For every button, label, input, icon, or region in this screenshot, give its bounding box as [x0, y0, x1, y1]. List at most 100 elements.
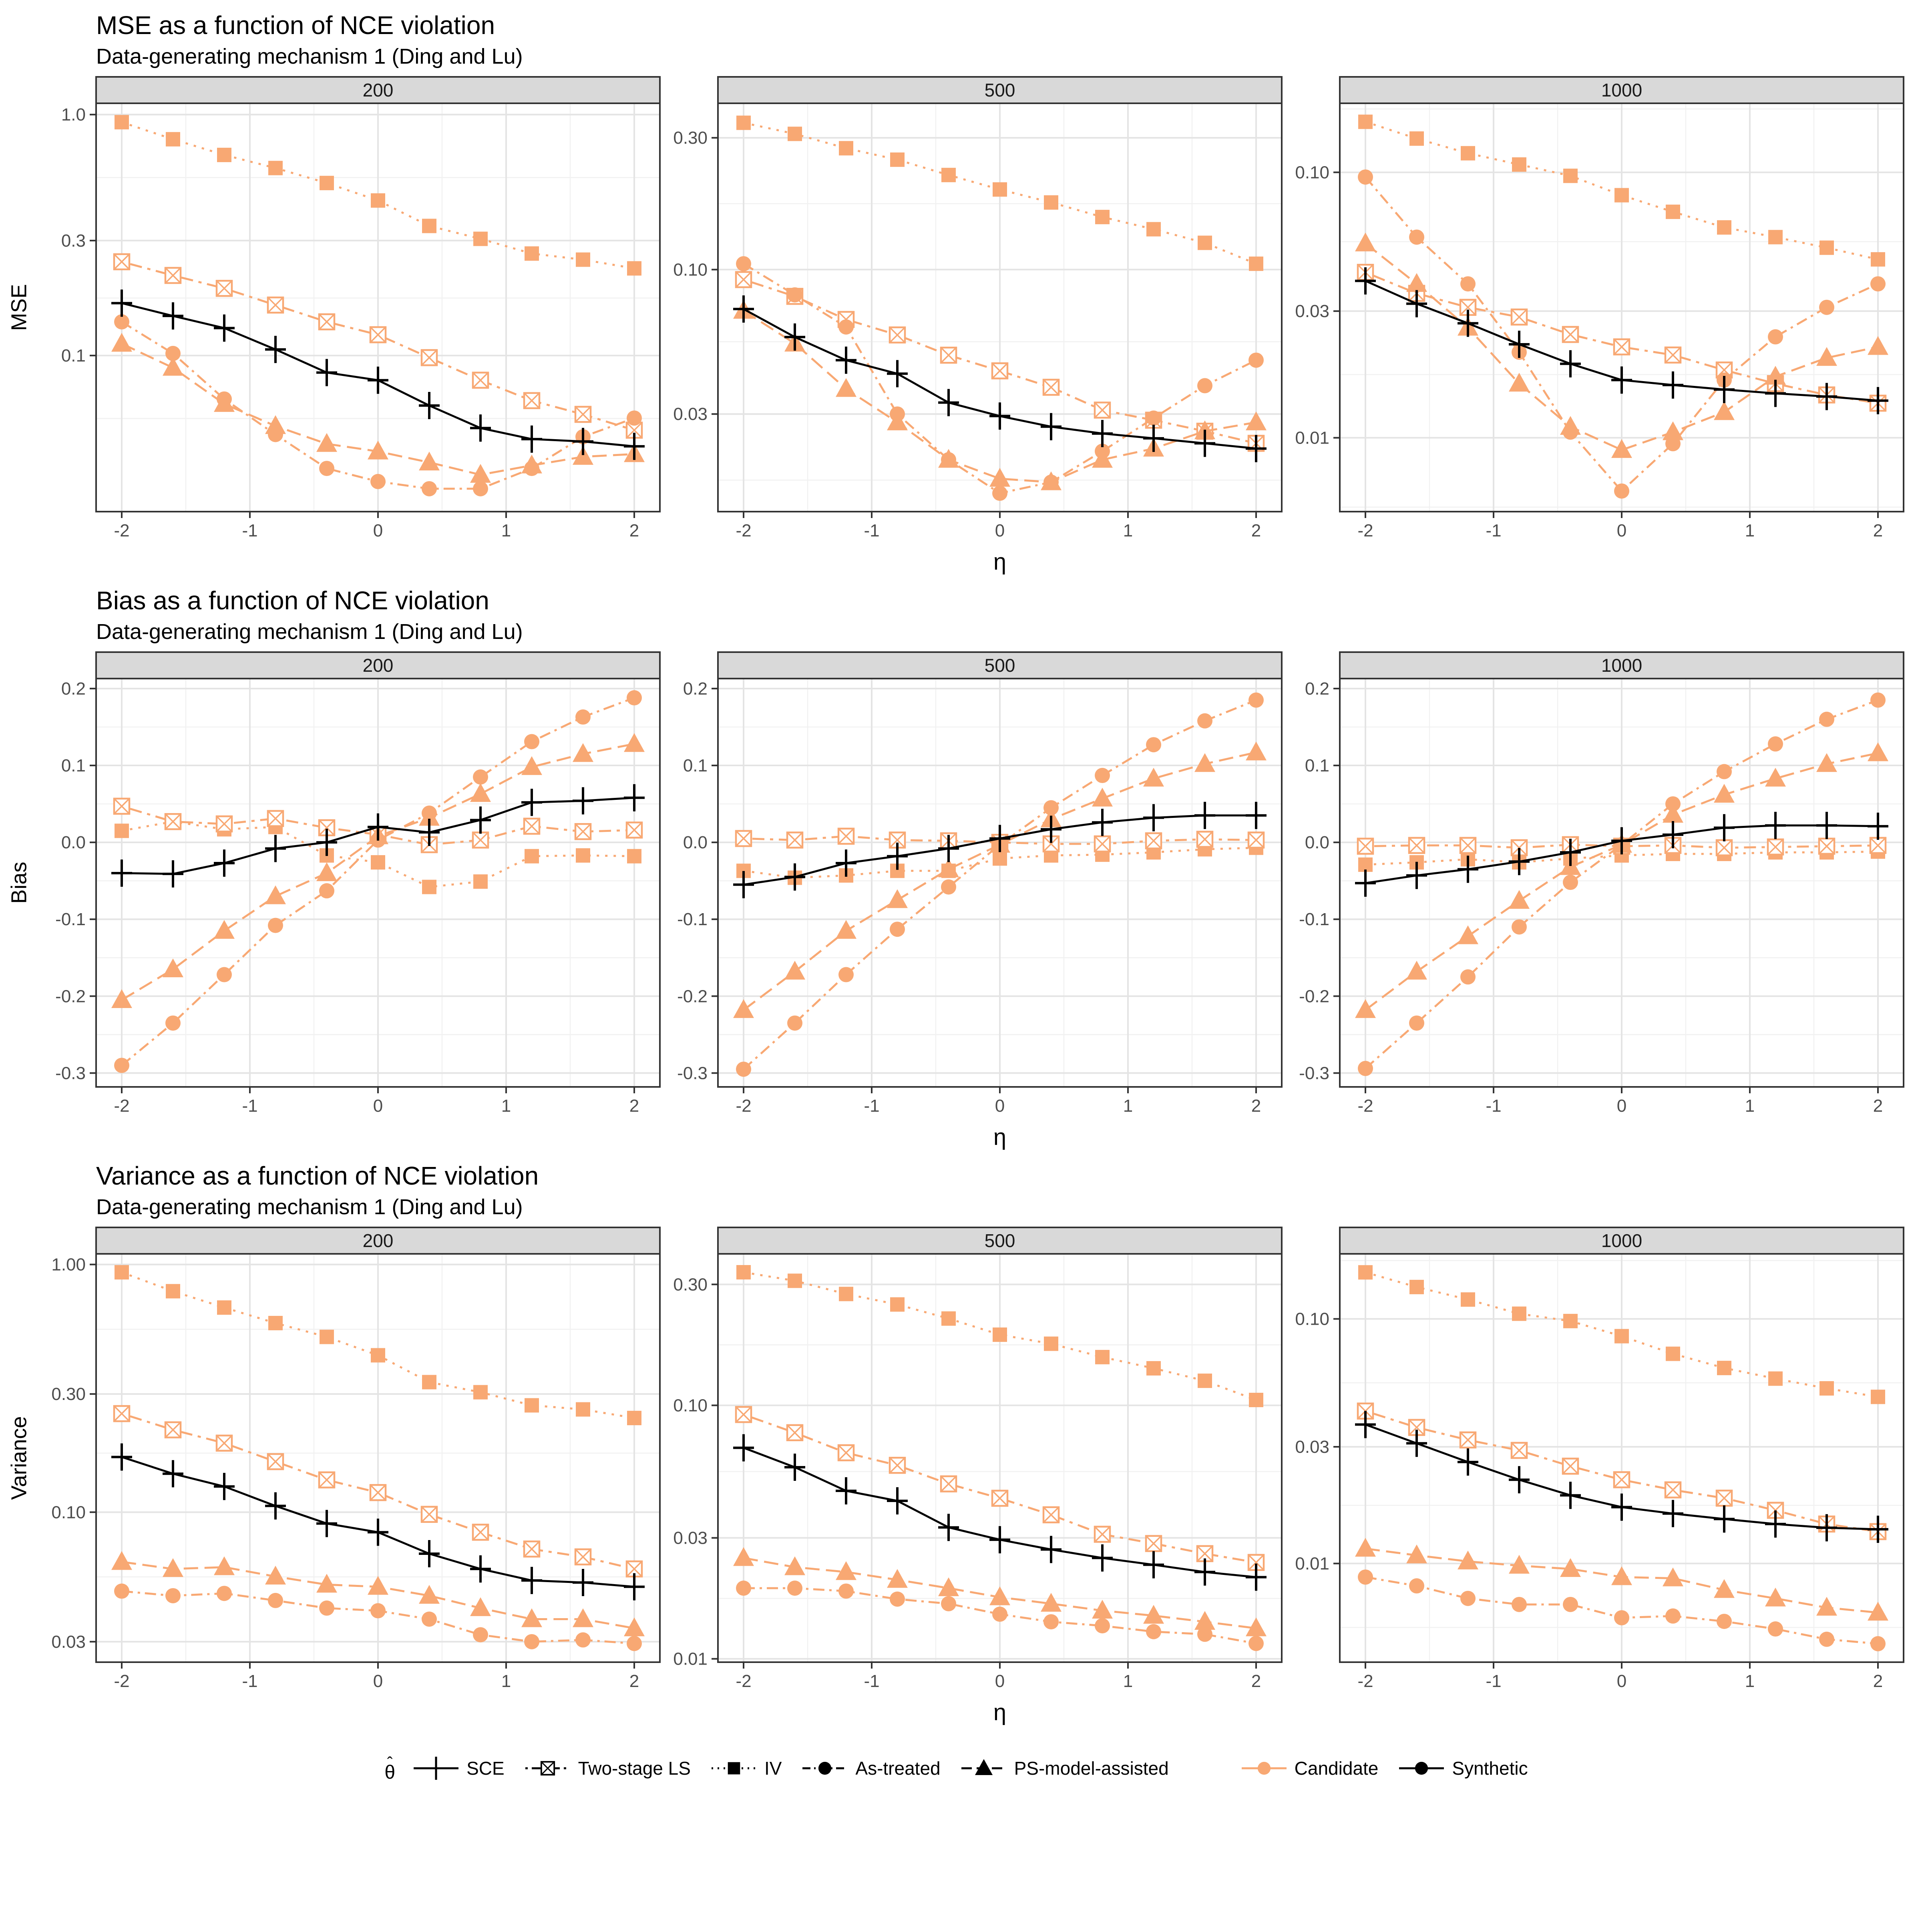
theta-symbol: θ — [384, 1762, 396, 1783]
y-tick-label: 0.03 — [51, 1632, 86, 1652]
x-tick-label: -2 — [736, 521, 751, 540]
x-tick-label: 2 — [629, 521, 639, 540]
y-tick-label: 0.30 — [51, 1384, 86, 1404]
y-tick-label: 1.0 — [61, 105, 86, 125]
y-tick-label: 0.0 — [1305, 833, 1329, 852]
x-tick-label: 2 — [1873, 521, 1883, 540]
legend-item-ps-model-assisted: PS-model-assisted — [960, 1754, 1169, 1783]
x-tick-label: -2 — [736, 1096, 751, 1116]
y-tick-label: 0.1 — [683, 756, 708, 775]
y-tick-label: 1.00 — [51, 1255, 86, 1275]
x-tick-label: -1 — [864, 1096, 879, 1116]
y-tick-label: 0.1 — [1305, 756, 1329, 775]
mse-x-axis-title: η — [993, 549, 1007, 575]
facet-1000: 1000 -2 -1 0 1 2 0.10 0.03 0.01 — [1295, 76, 1904, 540]
series-Two-stage LS — [735, 1406, 1265, 1571]
series-As-treated — [736, 692, 1264, 1077]
x-tick-label: 2 — [629, 1671, 639, 1691]
legend-label: As-treated — [855, 1758, 941, 1779]
y-tick-label: 0.2 — [683, 679, 708, 699]
x-tick-label: -1 — [1486, 1096, 1501, 1116]
series-As-treated — [114, 1583, 642, 1651]
y-tick-label: 0.10 — [673, 1396, 708, 1415]
x-tick-label: 0 — [995, 1671, 1005, 1691]
figure-bias: Bias as a function of NCE violation Data… — [0, 586, 1922, 1151]
y-tick-label: 0.03 — [673, 404, 708, 424]
x-tick-label: 1 — [1123, 521, 1133, 540]
bias-title: Bias as a function of NCE violation — [96, 586, 489, 615]
series-SCE — [111, 1443, 645, 1601]
variance-facet-area: 200 -2 -1 0 1 2 1.00 0.30 0.10 0.03 500 -2 -1 0 1 2 0.30… — [0, 1226, 1922, 1698]
series-PS-model-assisted — [1355, 1538, 1888, 1621]
facet-strip-label: 500 — [985, 1230, 1015, 1251]
series-PS-model-assisted — [733, 741, 1267, 1018]
series-IV — [1358, 114, 1885, 267]
x-tick-label: 2 — [1251, 1096, 1261, 1116]
legend-key-circle-icon — [1241, 1761, 1287, 1775]
legend-label: Synthetic — [1452, 1758, 1528, 1779]
x-tick-label: 1 — [501, 521, 511, 540]
legend-items: SCE Two-stage LS IV As-treated PS-model-assi… — [402, 1754, 1538, 1783]
y-tick-label: -0.3 — [1299, 1063, 1329, 1083]
facet-1000: 1000 -2 -1 0 1 2 0.10 0.03 0.01 — [1295, 1227, 1904, 1691]
x-tick-label: 2 — [1251, 1671, 1261, 1691]
x-tick-label: 0 — [373, 1096, 383, 1116]
variance-facet-grid: 200 -2 -1 0 1 2 1.00 0.30 0.10 0.03 500 -2 -1 0 1 2 0.30… — [51, 1227, 1904, 1691]
x-tick-label: 1 — [1745, 1096, 1755, 1116]
legend-label: SCE — [466, 1758, 505, 1779]
y-tick-label: 0.10 — [673, 260, 708, 279]
mse-subtitle: Data-generating mechanism 1 (Ding and Lu… — [96, 44, 523, 68]
legend-label: Candidate — [1294, 1758, 1379, 1779]
y-tick-label: 0.1 — [61, 756, 86, 775]
y-tick-label: 0.1 — [61, 346, 86, 366]
y-tick-label: 0.01 — [1295, 1554, 1329, 1574]
x-tick-label: -2 — [1357, 1671, 1373, 1691]
series-PS-model-assisted — [1355, 232, 1888, 458]
y-tick-label: 0.03 — [1295, 1437, 1329, 1457]
x-tick-label: -2 — [114, 1671, 129, 1691]
y-tick-label: -0.1 — [677, 910, 708, 929]
legend-key-circle-icon — [802, 1761, 848, 1775]
x-tick-label: 0 — [373, 1671, 383, 1691]
x-tick-label: 0 — [995, 521, 1005, 540]
x-tick-label: 1 — [501, 1096, 511, 1116]
variance-subtitle: Data-generating mechanism 1 (Ding and Lu… — [96, 1195, 523, 1219]
mse-title: MSE as a function of NCE violation — [96, 11, 495, 40]
series-SCE — [733, 295, 1267, 462]
x-tick-label: -1 — [864, 521, 879, 540]
x-tick-label: 0 — [373, 521, 383, 540]
series-SCE — [1355, 811, 1888, 897]
legend-item-sce: SCE — [412, 1754, 505, 1783]
x-tick-label: -1 — [1486, 521, 1501, 540]
x-tick-label: -2 — [1357, 1096, 1373, 1116]
bias-x-axis-title: η — [993, 1124, 1007, 1150]
x-tick-label: -2 — [114, 521, 129, 540]
x-tick-label: -1 — [242, 521, 257, 540]
facet-1000: 1000 -2 -1 0 1 2 0.2 0.1 0.0 -0.1 -0.2 -0.3 — [1299, 651, 1904, 1116]
y-tick-label: 0.10 — [1295, 1309, 1329, 1329]
legend-key-squareX-icon — [525, 1761, 570, 1776]
legend-key-triangle-icon — [961, 1759, 1006, 1775]
legend-item-synthetic: Synthetic — [1397, 1754, 1528, 1783]
y-tick-label: 0.01 — [1295, 428, 1329, 448]
legend-item-as-treated: As-treated — [801, 1754, 941, 1783]
series-IV — [115, 1265, 641, 1426]
y-tick-label: 0.03 — [673, 1528, 708, 1548]
y-tick-label: -0.1 — [55, 910, 86, 929]
x-tick-label: -1 — [1486, 1671, 1501, 1691]
facet-strip-label: 1000 — [1601, 1230, 1642, 1251]
x-tick-label: -2 — [736, 1671, 751, 1691]
facet-500: 500 -2 -1 0 1 2 0.30 0.10 0.03 0.01 — [673, 1227, 1283, 1691]
x-tick-label: 0 — [995, 1096, 1005, 1116]
facet-strip-label: 200 — [363, 80, 394, 100]
y-tick-label: 0.2 — [61, 679, 86, 699]
series-IV — [736, 1265, 1263, 1408]
facet-200: 200 -2 -1 0 1 2 0.2 0.1 0.0 -0.1 -0.2 -0.3 — [55, 651, 661, 1116]
y-tick-label: 0.30 — [673, 1275, 708, 1294]
figure-mse: MSE as a function of NCE violation Data-… — [0, 10, 1922, 575]
variance-x-axis-title: η — [993, 1699, 1007, 1725]
hat-accent: ˆ — [387, 1753, 393, 1773]
y-tick-label: -0.2 — [677, 986, 708, 1006]
bias-facet-area: 200 -2 -1 0 1 2 0.2 0.1 0.0 -0.1 -0.2 -0.3 500 -2 -1 0 1… — [0, 651, 1922, 1123]
